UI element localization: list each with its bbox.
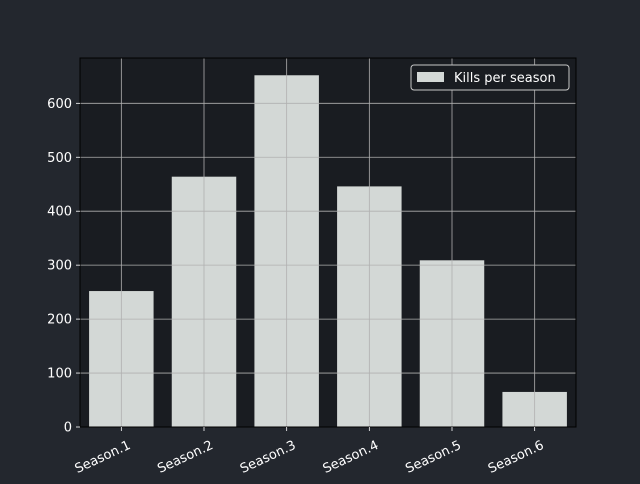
y-tick-label: 500 <box>47 151 72 166</box>
y-tick-label: 200 <box>47 313 72 328</box>
x-tick-label: Season.6 <box>486 438 546 477</box>
x-tick-label: Season.1 <box>73 438 133 477</box>
x-tick-label: Season.3 <box>238 438 298 477</box>
x-tick-label: Season.2 <box>155 438 215 477</box>
legend-swatch <box>417 72 444 82</box>
y-tick-label: 100 <box>47 367 72 382</box>
plot-area <box>80 58 576 427</box>
y-tick-label: 400 <box>47 205 72 220</box>
legend-label: Kills per season <box>454 71 556 86</box>
plot-frame <box>79 57 577 428</box>
y-tick-label: 300 <box>47 259 72 274</box>
legend-box <box>410 64 570 91</box>
x-tick-label: Season.5 <box>403 438 463 477</box>
x-tick-label: Season.4 <box>321 438 381 477</box>
y-tick-label: 0 <box>64 421 72 436</box>
y-tick-label: 600 <box>47 97 72 112</box>
